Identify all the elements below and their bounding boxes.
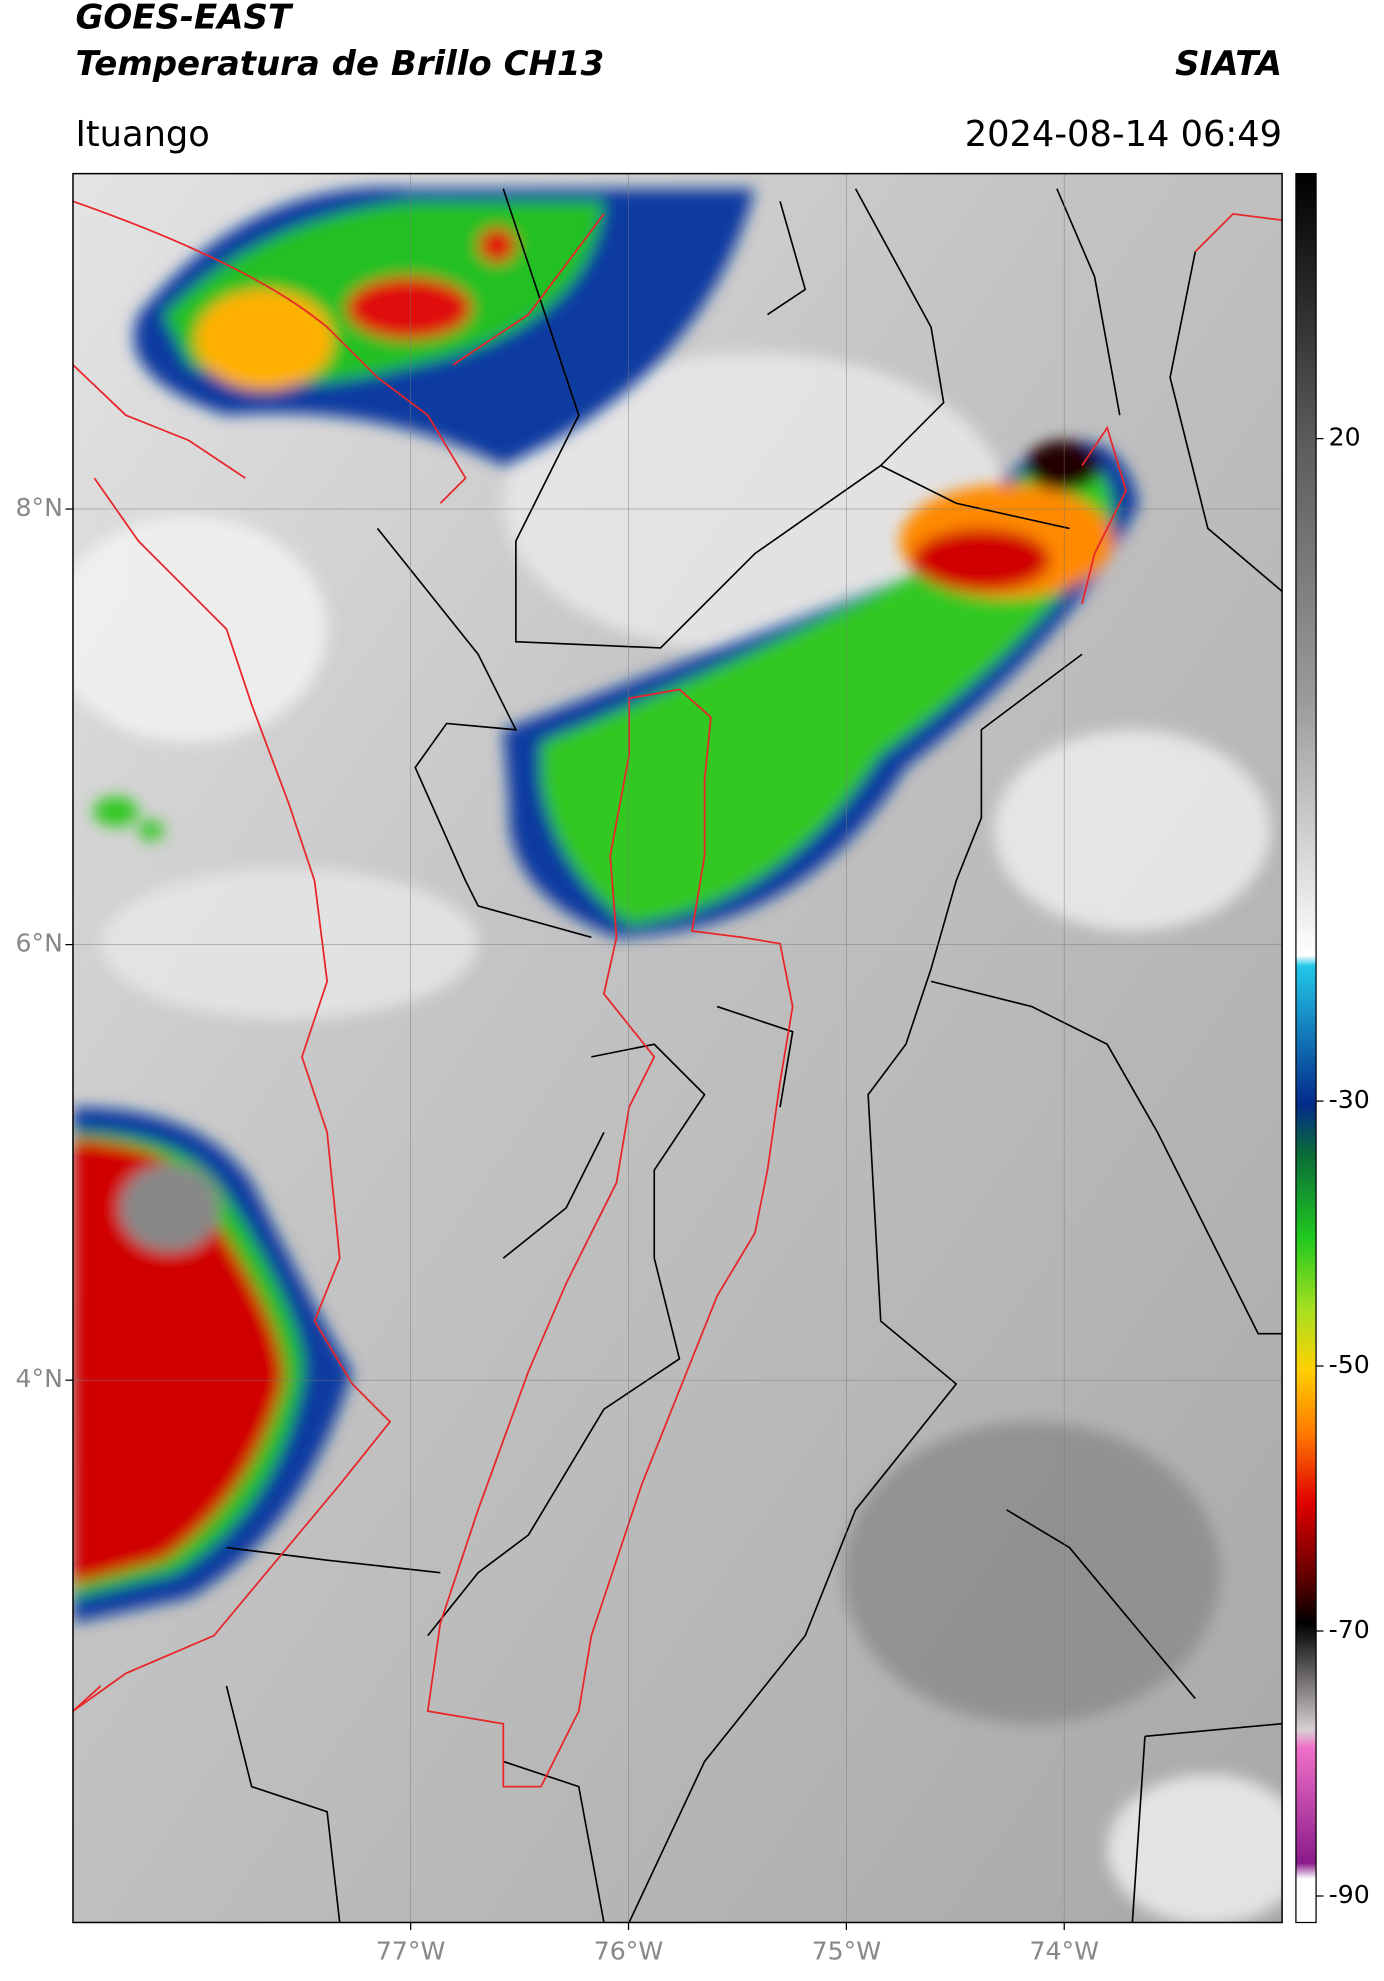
x-tick-label: 75°W [812,1937,882,1966]
title: GOES-EAST [75,0,293,37]
subtitle: Temperatura de Brillo CH13 [75,44,604,84]
colorbar-label: -50 [1329,1350,1370,1379]
colorbar-label: 20 [1329,423,1361,452]
axes: 77°W 76°W 75°W 74°W 4°N 6°N 8°N 20 -30 -50 -70 -90 [16,173,1370,1966]
colorbar-label: -70 [1329,1615,1370,1644]
colorbar-label: -30 [1329,1085,1370,1114]
y-tick-label: 6°N [16,929,63,958]
location: Ituango [75,114,209,155]
colorbar [1295,172,1317,1924]
map-frame [72,172,1283,1924]
agency: SIATA [1175,44,1282,84]
x-tick-label: 77°W [376,1937,446,1966]
x-tick-label: 76°W [594,1937,664,1966]
y-tick-label: 4°N [16,1364,63,1393]
x-tick-label: 74°W [1029,1937,1099,1966]
datetime: 2024-08-14 06:49 [965,114,1282,155]
map-image [72,173,1283,1923]
y-tick-label: 8°N [16,493,63,522]
colorbar-label: -90 [1329,1880,1370,1909]
